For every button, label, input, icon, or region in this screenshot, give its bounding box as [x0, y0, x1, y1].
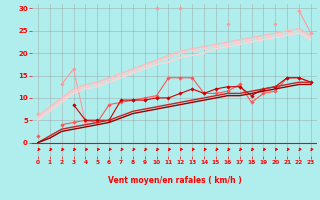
X-axis label: Vent moyen/en rafales ( km/h ): Vent moyen/en rafales ( km/h ) [108, 176, 241, 185]
